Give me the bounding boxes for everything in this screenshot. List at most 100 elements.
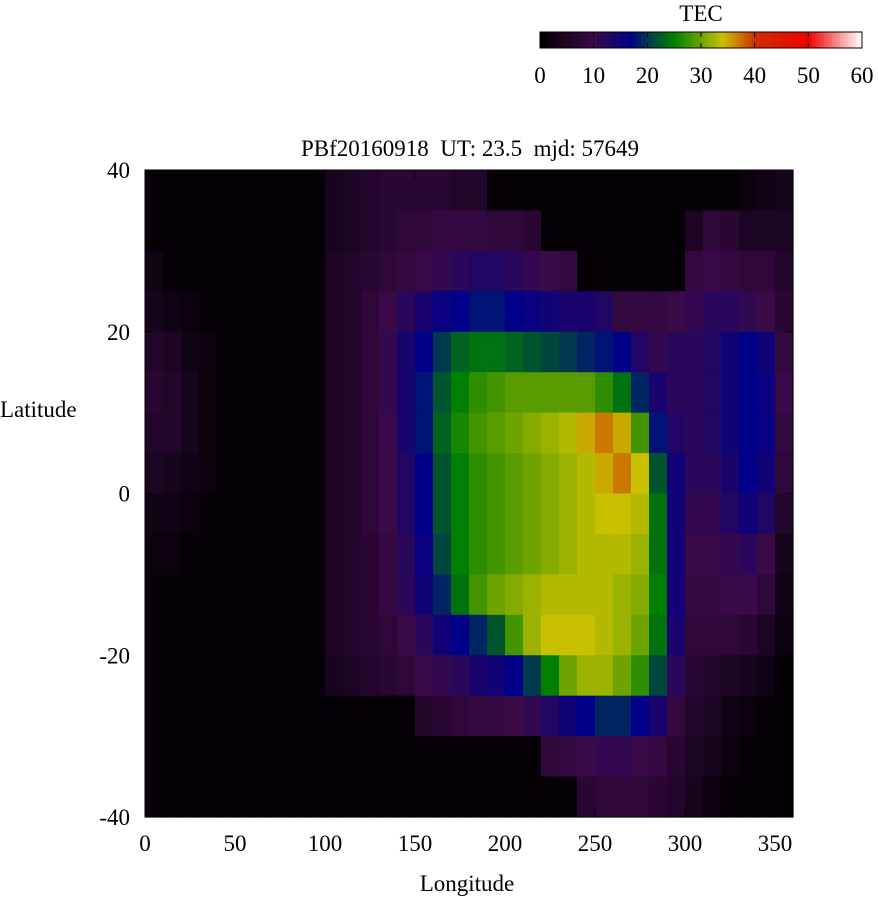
heatmap-cell — [559, 736, 578, 778]
heatmap-cell — [631, 291, 650, 333]
heatmap-cell — [595, 170, 614, 212]
heatmap-cell — [739, 210, 758, 252]
heatmap-cell — [649, 250, 668, 292]
heatmap-cell — [757, 614, 776, 656]
heatmap-cell — [451, 493, 470, 535]
heatmap-cell — [541, 250, 560, 292]
y-tick-label: -20 — [99, 643, 130, 668]
heatmap-cells — [145, 170, 794, 818]
heatmap-cell — [289, 655, 308, 697]
heatmap-cell — [451, 331, 470, 373]
heatmap-cell — [613, 250, 632, 292]
heatmap-cell — [397, 412, 416, 454]
heatmap-cell — [595, 574, 614, 616]
heatmap-cell — [703, 331, 722, 373]
heatmap-cell — [595, 493, 614, 535]
heatmap-cell — [451, 170, 470, 212]
heatmap-cell — [253, 574, 272, 616]
heatmap-cell — [325, 655, 344, 697]
heatmap-cell — [397, 250, 416, 292]
heatmap-cell — [703, 695, 722, 737]
heatmap-cell — [649, 776, 668, 818]
heatmap-cell — [469, 210, 488, 252]
heatmap-cell — [271, 695, 290, 737]
heatmap-cell — [631, 170, 650, 212]
heatmap-cell — [577, 291, 596, 333]
heatmap-cell — [433, 695, 452, 737]
heatmap-cell — [649, 453, 668, 495]
heatmap-cell — [199, 250, 218, 292]
heatmap-cell — [595, 736, 614, 778]
heatmap-cell — [199, 776, 218, 818]
heatmap-cell — [469, 695, 488, 737]
heatmap-cell — [613, 210, 632, 252]
heatmap-cell — [289, 776, 308, 818]
heatmap-cell — [757, 210, 776, 252]
heatmap-cell — [739, 655, 758, 697]
heatmap-cell — [649, 574, 668, 616]
heatmap-cell — [199, 372, 218, 414]
heatmap-cell — [235, 372, 254, 414]
heatmap-cell — [397, 291, 416, 333]
heatmap-cell — [631, 210, 650, 252]
heatmap-cell — [757, 412, 776, 454]
heatmap-cell — [523, 574, 542, 616]
heatmap-cell — [739, 170, 758, 212]
heatmap-cell — [757, 776, 776, 818]
heatmap-cell — [145, 574, 164, 616]
heatmap-cell — [433, 533, 452, 575]
heatmap-cell — [541, 291, 560, 333]
heatmap-cell — [289, 574, 308, 616]
heatmap-cell — [523, 412, 542, 454]
heatmap-cell — [217, 614, 236, 656]
heatmap-cell — [379, 453, 398, 495]
heatmap-cell — [289, 493, 308, 535]
heatmap-cell — [307, 574, 326, 616]
heatmap-cell — [343, 210, 362, 252]
heatmap-cell — [613, 574, 632, 616]
heatmap-cell — [613, 493, 632, 535]
heatmap-cell — [343, 614, 362, 656]
heatmap-cell — [325, 574, 344, 616]
heatmap-cell — [685, 291, 704, 333]
heatmap-cell — [721, 533, 740, 575]
heatmap-cell — [145, 170, 164, 212]
x-tick-label: 0 — [139, 831, 151, 856]
heatmap-cell — [361, 170, 380, 212]
heatmap-cell — [343, 250, 362, 292]
heatmap-cell — [487, 372, 506, 414]
heatmap-cell — [667, 250, 686, 292]
heatmap-cell — [235, 412, 254, 454]
heatmap-cell — [577, 574, 596, 616]
heatmap-cell — [631, 250, 650, 292]
heatmap-cell — [739, 250, 758, 292]
colorbar-tick-label: 40 — [743, 63, 766, 88]
heatmap-cell — [253, 493, 272, 535]
heatmap-cell — [487, 574, 506, 616]
heatmap-cell — [577, 776, 596, 818]
heatmap-cell — [631, 412, 650, 454]
heatmap-cell — [343, 331, 362, 373]
heatmap-cell — [163, 331, 182, 373]
heatmap-cell — [613, 372, 632, 414]
heatmap-cell — [397, 533, 416, 575]
heatmap-cell — [685, 372, 704, 414]
heatmap-cell — [649, 655, 668, 697]
heatmap-cell — [235, 736, 254, 778]
heatmap-cell — [721, 210, 740, 252]
heatmap-cell — [253, 250, 272, 292]
heatmap-cell — [505, 695, 524, 737]
heatmap-cell — [505, 776, 524, 818]
heatmap-cell — [325, 533, 344, 575]
heatmap-cell — [685, 210, 704, 252]
heatmap-cell — [541, 170, 560, 212]
heatmap-cell — [271, 170, 290, 212]
heatmap-cell — [163, 574, 182, 616]
heatmap-cell — [199, 493, 218, 535]
heatmap-cell — [325, 372, 344, 414]
heatmap-cell — [433, 412, 452, 454]
heatmap-cell — [469, 412, 488, 454]
heatmap-cell — [469, 291, 488, 333]
heatmap-cell — [649, 695, 668, 737]
heatmap-cell — [451, 412, 470, 454]
